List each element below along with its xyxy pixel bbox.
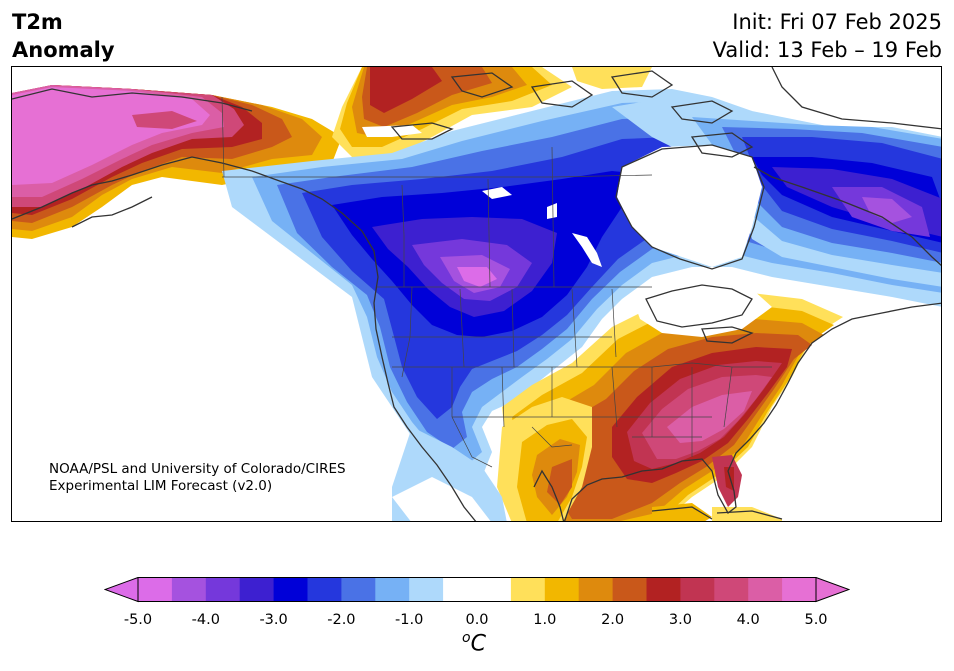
- colorbar-cell: [273, 577, 308, 602]
- colorbar-unit: oC: [462, 630, 486, 656]
- forecast-dates: Init: Fri 07 Feb 2025 Valid: 13 Feb – 19…: [713, 8, 942, 64]
- colorbar-cell: [612, 577, 647, 602]
- caribbean-warm: [652, 503, 712, 521]
- map-credit: NOAA/PSL and University of Colorado/CIRE…: [49, 461, 346, 495]
- init-date: Init: Fri 07 Feb 2025: [732, 10, 942, 34]
- colorbar-cell: [138, 577, 173, 602]
- colorbar-cell: [307, 577, 342, 602]
- colorbar-under-arrow: [104, 577, 139, 603]
- colorbar-tick-label: 2.0: [601, 612, 625, 628]
- colorbar: [104, 577, 850, 603]
- colorbar-cell: [714, 577, 749, 602]
- colorbar-cell: [680, 577, 715, 602]
- colorbar-tick-label: -4.0: [191, 612, 220, 628]
- greenland: [772, 67, 941, 127]
- colorbar-over-arrow: [815, 577, 850, 603]
- anomaly-map-svg: [12, 67, 941, 521]
- colorbar-cell: [477, 577, 512, 602]
- alaska-warm-region: [12, 85, 342, 239]
- valid-range: Valid: 13 Feb – 19 Feb: [712, 38, 942, 62]
- colorbar-cell: [239, 577, 275, 602]
- colorbar-cell: [375, 577, 410, 602]
- colorbar-tick-label: 3.0: [668, 612, 692, 628]
- colorbar-tick-label: 1.0: [533, 612, 557, 628]
- colorbar-cell: [646, 577, 681, 602]
- colorbar-cells: [138, 577, 817, 602]
- texas-warm-region: [497, 397, 592, 521]
- colorbar-cell: [341, 577, 376, 602]
- colorbar-cell: [443, 577, 478, 602]
- anomaly-map: [11, 66, 942, 522]
- political-borders: [221, 96, 772, 468]
- colorbar-tick-label: -3.0: [259, 612, 288, 628]
- colorbar-tick-label: 5.0: [804, 612, 828, 628]
- credit-line-1: NOAA/PSL and University of Colorado/CIRE…: [49, 461, 346, 477]
- colorbar-cell: [510, 577, 546, 602]
- colorbar-cell: [782, 577, 817, 602]
- colorbar-tick-label: -5.0: [123, 612, 153, 628]
- colorbar-cell: [748, 577, 783, 602]
- colorbar-tick-label: 4.0: [736, 612, 760, 628]
- southeast-warm-region: [502, 293, 843, 521]
- credit-line-2: Experimental LIM Forecast (v2.0): [49, 478, 273, 494]
- colorbar-cell: [578, 577, 614, 602]
- colorbar-tick-label: 0.0: [465, 612, 489, 628]
- coastlines: [12, 67, 941, 521]
- title-line-2: Anomaly: [12, 38, 115, 62]
- colorbar-cell: [171, 577, 207, 602]
- unit-degree: o: [462, 630, 471, 646]
- map-title: T2m Anomaly: [12, 8, 115, 64]
- unit-letter: C: [470, 631, 486, 657]
- title-line-1: T2m: [12, 10, 63, 34]
- colorbar-tick-label: -1.0: [395, 612, 424, 628]
- colorbar-cell: [409, 577, 444, 602]
- colorbar-tick-label: -2.0: [327, 612, 356, 628]
- colorbar-cell: [205, 577, 241, 602]
- colorbar-cell: [544, 577, 580, 602]
